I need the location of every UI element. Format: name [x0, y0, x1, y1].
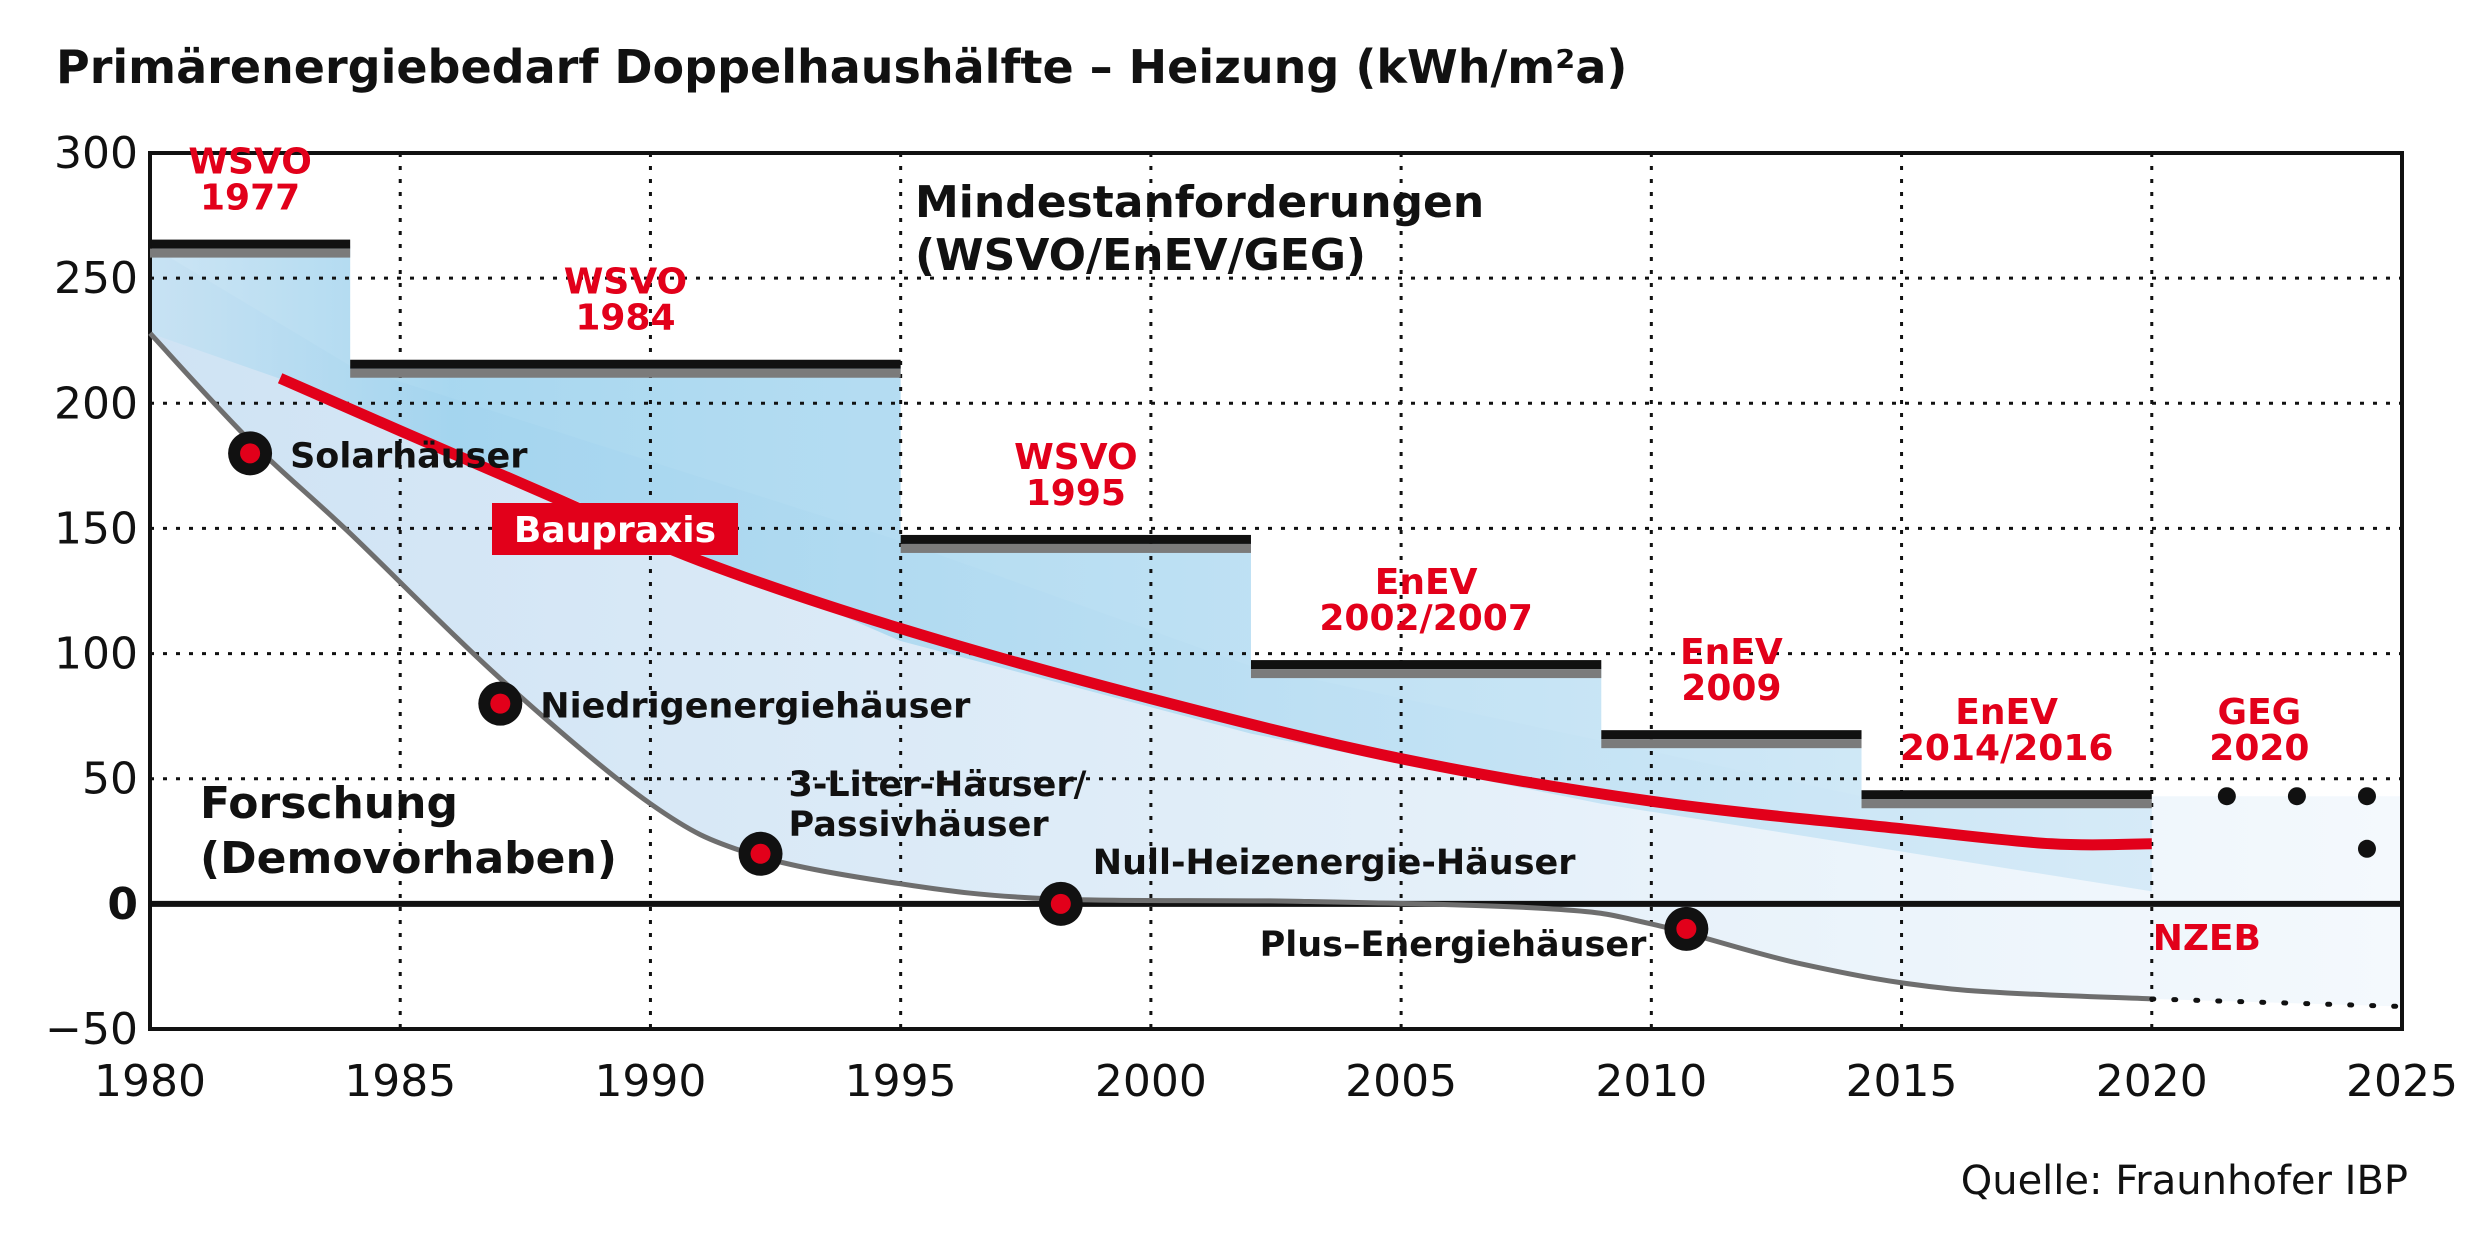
requirement-label-line-1: WSVO [564, 262, 687, 303]
milestone-marker-center [490, 693, 511, 714]
x-tick-label: 2025 [2346, 1056, 2458, 1107]
requirement-steps: WSVO1977WSVO1984WSVO1995EnEV2002/2007EnE… [150, 142, 2376, 858]
requirement-step-bar [150, 239, 351, 249]
baupraxis-curve [277, 373, 2152, 851]
requirement-dot [2287, 787, 2306, 806]
baupraxis-label-box [492, 503, 738, 555]
milestones: Solarhäuser Niedrigenergiehäuser 3-Liter-H… [228, 431, 1709, 965]
y-axis-ticks: 300 250 200 150 100 50 0 −50 [45, 128, 138, 1055]
x-tick-label: 2015 [1846, 1056, 1958, 1107]
baupraxis-series-label: Baupraxis [492, 503, 738, 555]
milestone-label: Null-Heizenergie-Häuser [1093, 843, 1576, 883]
requirements-title-line-2: (WSVO/EnEV/GEG) [915, 230, 1366, 281]
y-tick-label: 50 [82, 754, 138, 805]
requirement-step-bar [1601, 730, 1862, 740]
x-tick-label: 2005 [1345, 1056, 1457, 1107]
research-label-line-1: Forschung [200, 778, 458, 829]
requirement-step-shadow [1250, 669, 1602, 679]
requirement-label-line-2: 2009 [1681, 668, 1781, 709]
x-tick-label: 1990 [594, 1056, 706, 1107]
requirement-step-shadow [1601, 739, 1862, 749]
milestone-label: 3-Liter-Häuser/ [789, 765, 1087, 805]
milestone-label: Solarhäuser [290, 436, 528, 476]
x-tick-label: 1985 [344, 1056, 456, 1107]
milestone-marker-center [240, 443, 261, 464]
source-note: Quelle: Fraunhofer IBP [1960, 1158, 2408, 1204]
research-envelope-area [150, 245, 2402, 1007]
y-tick-label: 200 [54, 378, 138, 429]
requirement-step-shadow [150, 248, 351, 258]
y-tick-label: 150 [54, 503, 138, 554]
requirement-label-line-1: GEG [2218, 692, 2302, 733]
y-tick-label: 250 [54, 253, 138, 304]
requirement-step-bar [1861, 790, 2152, 800]
requirement-dot [2357, 787, 2376, 806]
research-curve-extension [2149, 996, 2405, 1009]
y-tick-label: 0 [107, 879, 138, 930]
plot-frame [148, 151, 2404, 1031]
requirement-label-line-1: WSVO [1014, 437, 1137, 478]
requirement-step-bar [900, 534, 1251, 544]
requirement-dot [2217, 787, 2236, 806]
x-tick-label: 2020 [2096, 1056, 2208, 1107]
requirement-label-line-2: 1984 [575, 298, 675, 339]
requirement-label-line-1: EnEV [1955, 692, 2058, 733]
requirement-label-line-2: 1995 [1026, 473, 1126, 514]
requirements-area [150, 245, 2152, 1009]
requirement-step-shadow [900, 543, 1251, 553]
nzeb-label: NZEB [2153, 918, 2261, 959]
x-tick-label: 2010 [1595, 1056, 1707, 1107]
milestone-marker-center [1676, 918, 1697, 939]
requirement-label-line-2: 2002/2007 [1319, 598, 1533, 639]
requirement-label-line-2: 1977 [200, 178, 300, 219]
y-tick-label: −50 [45, 1004, 138, 1055]
research-label-line-2: (Demovorhaben) [200, 833, 617, 884]
chart-title: Primärenergiebedarf Doppelhaushälfte – H… [56, 40, 1628, 94]
baupraxis-label-text: Baupraxis [514, 510, 716, 551]
x-tick-label: 2000 [1095, 1056, 1207, 1107]
requirement-step-shadow [350, 368, 901, 378]
x-tick-label: 1980 [94, 1056, 206, 1107]
y-tick-label: 300 [54, 128, 138, 179]
milestone-label: Passivhäuser [789, 805, 1050, 845]
requirement-step-bar [1250, 660, 1602, 670]
requirement-label-line-1: WSVO [188, 142, 311, 183]
x-axis-ticks: 1980 1985 1990 1995 2000 2005 2010 2015 2020 2025 [94, 1056, 2458, 1107]
requirement-step-bar [350, 359, 901, 369]
milestone-label: Niedrigenergiehäuser [540, 687, 971, 727]
requirement-step-shadow [1861, 799, 2152, 809]
milestone-marker-center [1050, 893, 1071, 914]
requirements-title-line-1: Mindestanforderungen [915, 177, 1484, 228]
requirement-label-line-1: EnEV [1375, 562, 1478, 603]
milestone-marker-center [750, 843, 771, 864]
requirement-label-line-2: 2014/2016 [1900, 728, 2114, 769]
research-curve [148, 331, 2152, 1002]
y-tick-label: 100 [54, 629, 138, 680]
x-tick-label: 1995 [845, 1056, 957, 1107]
milestone-label: Plus–Energiehäuser [1260, 925, 1648, 965]
requirement-label-line-1: EnEV [1680, 632, 1783, 673]
requirement-dot [2357, 839, 2376, 858]
requirement-label-line-2: 2020 [2209, 728, 2309, 769]
